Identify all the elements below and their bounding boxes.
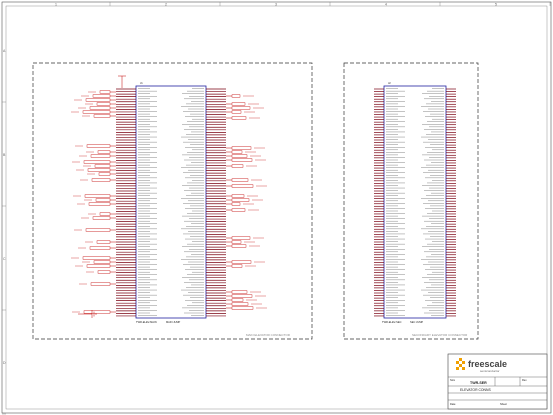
title-sheet-label: Sheet [500,402,507,406]
net-port [85,98,111,102]
title-rev-label: Rev [522,378,527,382]
left-connector-body [135,85,207,319]
net-port [99,90,111,94]
inner-frame [5,5,548,410]
right-connector-block [343,62,479,340]
net-port [89,246,111,250]
frame-col-mark: 5 [495,3,497,7]
net-port [86,264,111,268]
title-date-label: Date [450,402,456,406]
net-port [84,194,111,198]
left-block-caption: MAIN ELEVATOR CONNECTOR [246,333,291,337]
frame-row-mark: B [3,153,6,157]
logo-wordmark: freescale [468,359,507,369]
net-port [90,282,111,286]
frame-row-mark: C [3,257,6,261]
right-connector-part: TWR-ELEV-SEC [382,320,402,324]
net-port [87,168,111,172]
net-port [83,310,111,314]
net-port [231,110,242,114]
net-port [231,264,243,268]
net-port [82,110,111,114]
net-port [82,256,111,260]
net-port [231,178,249,182]
net-port [231,106,251,110]
left-connector-block [32,62,313,340]
net-port [93,260,111,264]
net-port [231,260,252,264]
left-connector-part: TWR-ELEV-MAIN [136,320,157,324]
net-port [231,154,248,158]
net-port [96,240,111,244]
net-port [89,106,111,110]
title-size-label: Size [450,378,456,382]
left-connector: J1 TWR-ELEV-MAIN MAIN JUMP [116,81,226,324]
title-sheet-title: ELEVATOR CONNS [460,388,491,392]
frame-col-mark: 4 [385,3,387,7]
net-port [97,270,111,274]
right-block-caption: SECONDARY ELEVATOR CONNECTOR [412,333,468,337]
net-port [92,94,111,98]
net-port [231,184,254,188]
net-port [231,290,248,294]
net-port [83,160,111,164]
right-connector-jump: SEC JUMP [410,320,423,324]
net-port [86,144,111,148]
ground-symbol [91,310,97,318]
right-connector: J2 TWR-ELEV-SEC SEC JUMP [374,81,456,324]
left-connector-pins [116,88,226,317]
title-block: freescale semiconductor Size Rev TWR-SER… [447,353,548,410]
logo-subtitle: semiconductor [480,369,500,373]
net-port [231,102,246,106]
net-port [90,154,111,158]
net-port [92,216,111,220]
net-port [231,208,246,212]
net-port [93,114,111,118]
net-port [231,150,243,154]
frame-row-mark: A [3,49,6,53]
net-port [231,306,254,310]
net-port [231,198,250,202]
net-port [95,198,111,202]
net-port [231,294,253,298]
net-port [231,116,247,120]
net-port [231,244,247,248]
net-port [91,178,111,182]
frame-col-mark: 3 [275,3,277,7]
net-port [98,172,111,176]
net-port [231,158,253,162]
net-port [94,164,111,168]
net-port [231,202,241,206]
frame-row-mark: D [3,361,6,365]
net-port [231,146,252,150]
net-port [231,302,249,306]
net-port [231,236,251,240]
net-port [99,212,111,216]
net-port [231,94,241,98]
left-connector-ref: J1 [140,81,143,85]
net-port [231,240,242,244]
left-connector-jump: MAIN JUMP [166,320,181,324]
freescale-logo: freescale semiconductor [456,358,507,373]
left-block-nets [71,75,267,318]
net-port [88,202,111,206]
net-port [85,228,111,232]
net-port [231,164,244,168]
right-connector-ref: J2 [388,81,391,85]
net-port [231,298,244,302]
net-port [231,194,245,198]
net-port [96,102,111,106]
right-connector-body [383,85,447,319]
frame-col-mark: 2 [165,3,167,7]
title-board: TWR-SER [470,381,487,385]
right-connector-pins [374,88,456,317]
net-port [97,150,111,154]
frame-col-mark: 1 [55,3,57,7]
